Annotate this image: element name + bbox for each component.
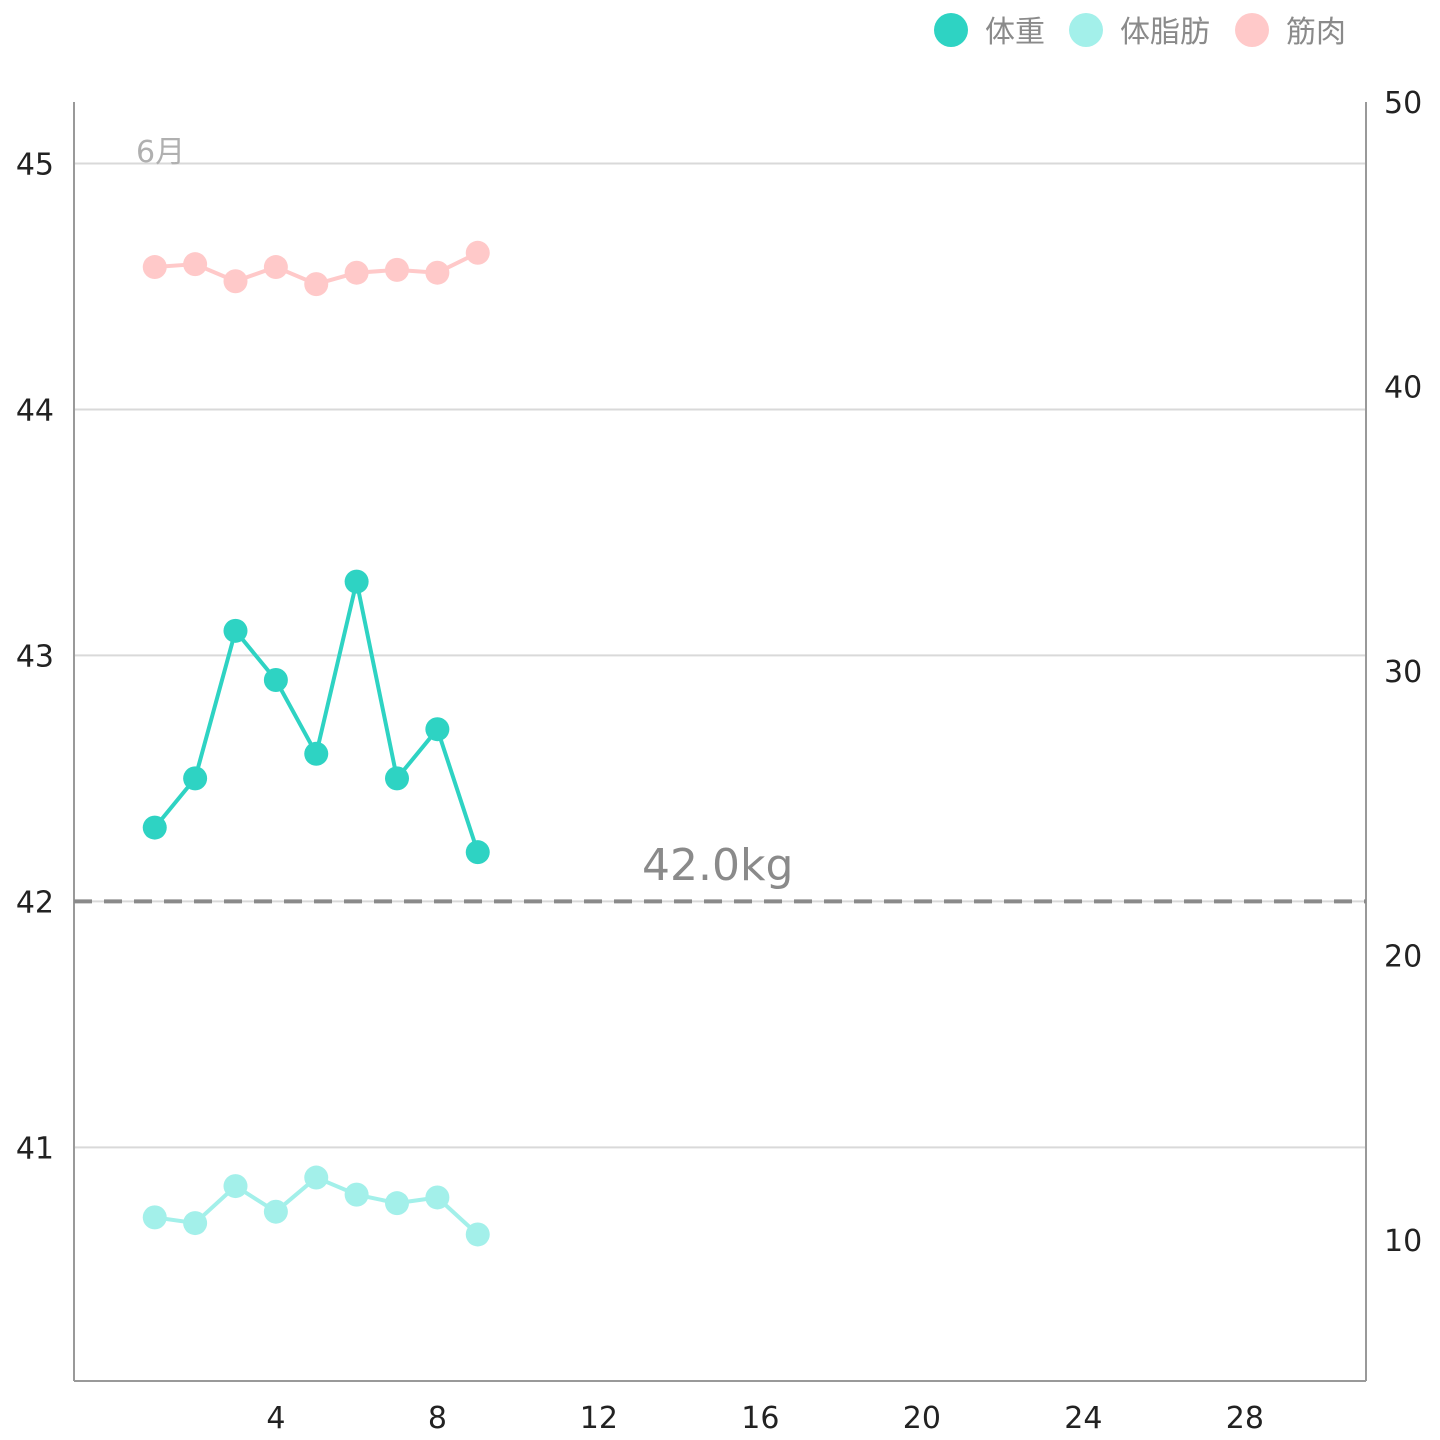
data-point bbox=[465, 1222, 490, 1247]
x-tick-label: 28 bbox=[1226, 1401, 1264, 1436]
y-left-tick-label: 45 bbox=[16, 147, 54, 182]
data-point bbox=[263, 255, 288, 280]
month-label: 6月 bbox=[136, 135, 185, 170]
x-tick-label: 20 bbox=[903, 1401, 941, 1436]
y-left-tick-label: 43 bbox=[16, 639, 54, 674]
y-right-tick-label: 40 bbox=[1384, 371, 1422, 406]
data-point bbox=[344, 569, 369, 594]
y-left-tick-label: 44 bbox=[16, 393, 54, 428]
x-tick-label: 16 bbox=[741, 1401, 779, 1436]
data-point bbox=[385, 1191, 409, 1216]
data-point bbox=[183, 766, 208, 791]
data-point bbox=[142, 255, 167, 280]
y-right-tick-label: 10 bbox=[1384, 1224, 1422, 1259]
grid-layer bbox=[74, 162, 1366, 1149]
x-tick-label: 24 bbox=[1064, 1401, 1102, 1436]
data-point bbox=[385, 766, 409, 791]
data-point bbox=[304, 741, 329, 766]
data-point bbox=[223, 618, 248, 643]
axis-layer: 41 42 43 44 45 10 20 30 40 50 4 8 12 16 20 24 28 bbox=[16, 86, 1422, 1436]
legend-label-muscle: 筋肉 bbox=[1286, 15, 1346, 50]
legend[interactable]: 体重 体脂肪 筋肉 bbox=[934, 13, 1346, 50]
data-point bbox=[344, 1182, 369, 1207]
legend-label-body-fat: 体脂肪 bbox=[1120, 15, 1210, 50]
data-point bbox=[304, 1165, 329, 1190]
data-point bbox=[425, 717, 450, 742]
series-line bbox=[153, 579, 480, 853]
y-right-tick-label: 50 bbox=[1384, 86, 1422, 121]
y-left-tick-label: 42 bbox=[16, 885, 54, 920]
data-point bbox=[183, 1211, 208, 1236]
data-point bbox=[263, 1199, 288, 1224]
data-point bbox=[385, 257, 409, 282]
legend-item-muscle[interactable]: 筋肉 bbox=[1235, 13, 1346, 50]
y-right-tick-label: 20 bbox=[1384, 940, 1422, 975]
x-tick-label: 8 bbox=[428, 1401, 447, 1436]
data-point bbox=[425, 1185, 450, 1210]
data-point bbox=[263, 668, 288, 693]
legend-label-weight: 体重 bbox=[985, 15, 1045, 50]
data-point bbox=[142, 1205, 167, 1230]
y-left-tick-label: 41 bbox=[16, 1131, 54, 1166]
legend-item-body-fat[interactable]: 体脂肪 bbox=[1069, 13, 1210, 50]
legend-item-weight[interactable]: 体重 bbox=[934, 13, 1045, 50]
data-point bbox=[344, 260, 369, 285]
y-right-tick-label: 30 bbox=[1384, 655, 1422, 690]
legend-dot-body-fat bbox=[1069, 13, 1103, 47]
x-tick-label: 12 bbox=[580, 1401, 618, 1436]
data-point bbox=[223, 1174, 248, 1199]
data-point bbox=[304, 272, 329, 297]
legend-dot-muscle bbox=[1235, 13, 1269, 47]
label-layer: 6月 42.0kg bbox=[136, 135, 793, 891]
data-point bbox=[465, 840, 490, 865]
data-point bbox=[465, 240, 490, 265]
legend-dot-weight bbox=[934, 13, 968, 47]
data-point bbox=[425, 260, 450, 285]
target-label: 42.0kg bbox=[642, 840, 793, 891]
series-layer bbox=[142, 240, 490, 1247]
x-tick-label: 4 bbox=[266, 1401, 285, 1436]
data-point bbox=[223, 269, 248, 294]
data-point bbox=[183, 252, 208, 277]
data-point bbox=[142, 815, 167, 840]
